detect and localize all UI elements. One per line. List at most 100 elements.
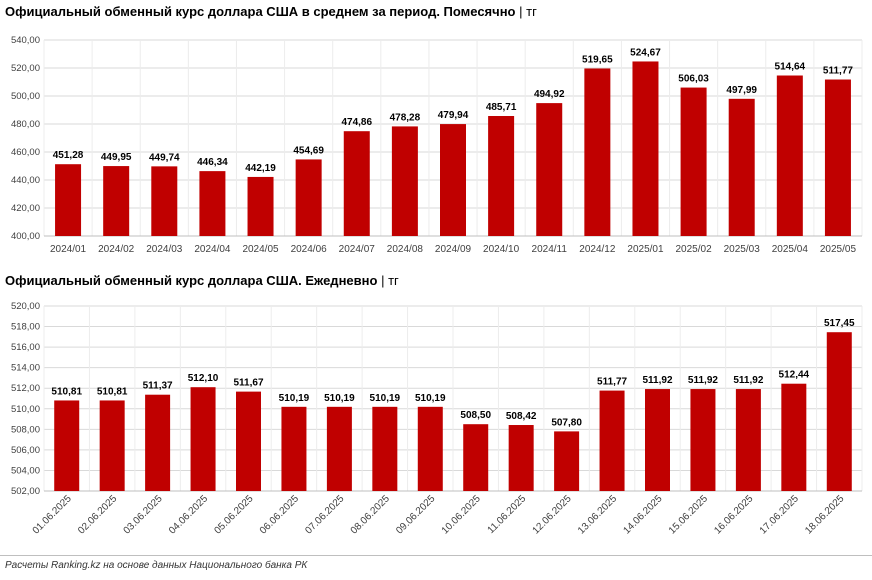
chart-2-bar <box>508 425 534 491</box>
chart-1-bar <box>440 124 466 236</box>
chart-2-y-tick-label: 502,00 <box>11 486 40 497</box>
charts-canvas: 400,00 420,00 440,00 460,00 480,00 500,00 520,… <box>11 35 863 537</box>
chart-1-x-tick-label: 2025/04 <box>772 244 809 255</box>
chart-1-data-label: 494,92 <box>534 89 565 100</box>
chart-1-y-tick-label: 540,00 <box>11 35 40 46</box>
chart-1-x-tick-label: 2024/02 <box>98 244 135 255</box>
chart-1-y-tick-label: 440,00 <box>11 175 40 186</box>
chart-1-data-label: 446,34 <box>197 157 228 168</box>
chart-2-bar <box>826 332 852 491</box>
chart-2-data-label: 508,50 <box>460 410 491 421</box>
chart-1-bar <box>199 171 226 236</box>
chart-2-x-tick-label: 05.06.2025 <box>212 493 255 536</box>
chart-2-y-tick-label: 520,00 <box>11 301 40 312</box>
chart-1-x-tick-label: 2024/09 <box>435 244 472 255</box>
chart-2-data-label: 511,92 <box>733 375 763 386</box>
chart-2-y-tick-label: 506,00 <box>11 445 40 456</box>
chart-1-bar <box>536 103 563 236</box>
chart-2-y-tick-label: 504,00 <box>11 465 40 476</box>
chart-1-y-tick-label: 520,00 <box>11 63 40 74</box>
chart-2-data-label: 508,42 <box>506 411 537 422</box>
chart-2-bar <box>326 406 352 491</box>
chart-2-data-label: 512,44 <box>779 370 810 381</box>
chart-2-data-label: 512,10 <box>188 373 219 384</box>
chart-1-data-label: 478,28 <box>390 112 421 123</box>
chart-1-data-label: 485,71 <box>486 102 517 113</box>
chart-2-title: Официальный обменный курс доллара США. Е… <box>5 273 399 288</box>
chart-1-bar <box>680 87 707 236</box>
chart-2-bar <box>145 394 171 491</box>
chart-2-data-label: 510,81 <box>51 386 82 397</box>
chart-1-x-tick-label: 2024/07 <box>339 244 376 255</box>
chart-2-x-tick-label: 14.06.2025 <box>621 493 664 536</box>
chart-1-x-tick-label: 2025/02 <box>676 244 713 255</box>
chart-1-title: Официальный обменный курс доллара США в … <box>5 4 537 19</box>
chart-2-x-tick-label: 06.06.2025 <box>258 493 301 536</box>
chart-2-data-label: 511,37 <box>143 381 173 392</box>
chart-2-x-tick-label: 15.06.2025 <box>667 493 710 536</box>
chart-1-x-tick-label: 2024/01 <box>50 244 87 255</box>
chart-2-y-tick-label: 518,00 <box>11 322 40 333</box>
chart-2-bar <box>599 390 625 491</box>
footer-divider <box>0 555 872 556</box>
chart-1-bar <box>776 75 803 236</box>
chart-2-bar <box>735 389 761 491</box>
chart-1-bar <box>632 61 659 236</box>
chart-2-bar <box>281 406 307 491</box>
chart-1-data-label: 497,99 <box>726 85 757 96</box>
chart-1-bar <box>488 116 515 236</box>
chart-2-bar <box>372 406 398 491</box>
chart-1-x-tick-label: 2025/01 <box>627 244 664 255</box>
chart-2-x-tick-label: 13.06.2025 <box>576 493 619 536</box>
chart-2-x-tick-label: 10.06.2025 <box>440 493 483 536</box>
chart-2-title-text: Официальный обменный курс доллара США. Е… <box>5 273 378 288</box>
chart-1-data-label: 454,69 <box>293 145 324 156</box>
chart-2-x-tick-label: 08.06.2025 <box>349 493 392 536</box>
chart-1-data-label: 514,64 <box>775 62 806 73</box>
chart-1-x-tick-label: 2024/10 <box>483 244 520 255</box>
chart-2-unit: тг <box>388 273 399 288</box>
chart-2-bar <box>781 383 807 491</box>
chart-1-bar <box>824 79 851 236</box>
chart-1-x-tick-label: 2024/12 <box>579 244 616 255</box>
chart-1-data-label: 524,67 <box>630 47 661 58</box>
chart-2-data-label: 507,80 <box>551 417 582 428</box>
chart-2-bar <box>99 400 125 491</box>
chart-2-x-tick-label: 11.06.2025 <box>486 493 529 536</box>
chart-2-x-tick-label: 01.06.2025 <box>31 493 74 536</box>
chart-2-unit-separator: | <box>381 273 385 288</box>
chart-1-bar <box>295 159 322 236</box>
chart-1-y-tick-label: 400,00 <box>11 231 40 242</box>
chart-2-x-tick-label: 16.06.2025 <box>712 493 755 536</box>
chart-1-data-label: 449,95 <box>101 152 132 163</box>
chart-2-x-tick-label: 18.06.2025 <box>803 493 846 536</box>
chart-2-y-tick-label: 514,00 <box>11 363 40 374</box>
chart-1-bar <box>391 126 418 236</box>
chart-1-title-text: Официальный обменный курс доллара США в … <box>5 4 516 19</box>
chart-2-x-tick-label: 12.06.2025 <box>531 493 574 536</box>
chart-2-y-tick-label: 508,00 <box>11 424 40 435</box>
chart-2-data-label: 511,77 <box>597 377 627 388</box>
chart-1-data-label: 451,28 <box>53 150 84 161</box>
chart-1-x-tick-label: 2025/05 <box>820 244 857 255</box>
chart-2-bar <box>554 431 580 491</box>
chart-2-bar <box>54 400 80 491</box>
chart-1-y-tick-label: 500,00 <box>11 91 40 102</box>
chart-1-data-label: 449,74 <box>149 152 180 163</box>
chart-2-bar <box>645 389 670 491</box>
chart-2-data-label: 510,19 <box>370 393 401 404</box>
chart-1-x-tick-label: 2024/08 <box>387 244 424 255</box>
chart-2-data-label: 511,92 <box>688 375 718 386</box>
chart-1-unit-separator: | <box>519 4 523 19</box>
chart-1-y-tick-label: 480,00 <box>11 119 40 130</box>
chart-1-data-label: 519,65 <box>582 54 613 65</box>
chart-2-x-tick-label: 03.06.2025 <box>122 493 165 536</box>
chart-1-unit: тг <box>526 4 537 19</box>
chart-2-data-label: 510,19 <box>415 393 446 404</box>
chart-1-x-tick-label: 2024/04 <box>194 244 231 255</box>
chart-2-x-tick-label: 04.06.2025 <box>167 493 210 536</box>
chart-2-x-tick-label: 07.06.2025 <box>303 493 346 536</box>
chart-1-data-label: 506,03 <box>678 74 709 85</box>
chart-2-bar <box>417 406 443 491</box>
chart-2-data-label: 517,45 <box>824 318 855 329</box>
